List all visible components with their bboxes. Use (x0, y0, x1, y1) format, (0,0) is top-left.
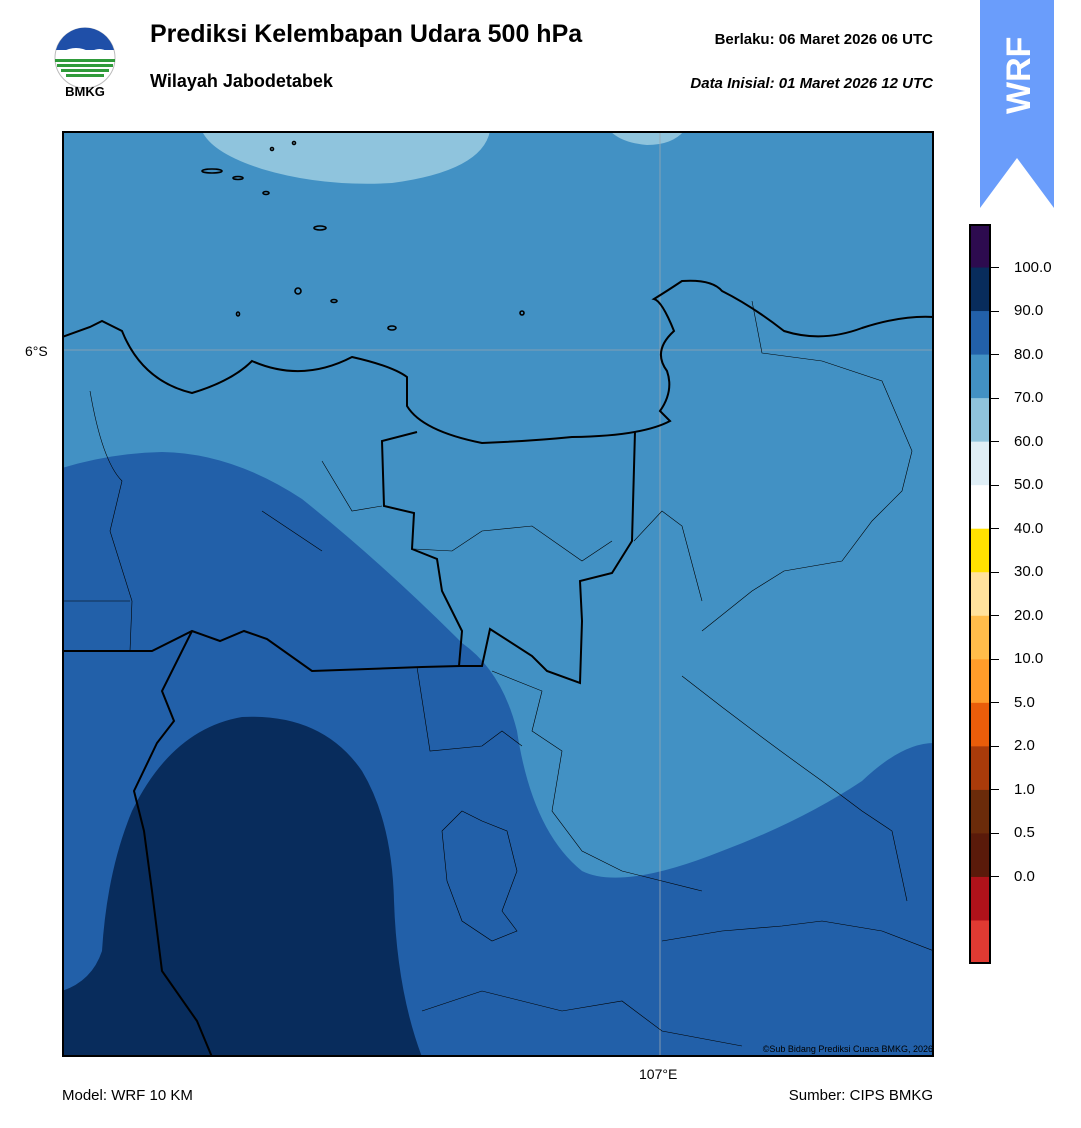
colorbar-label: 1.0 (1014, 780, 1035, 798)
bmkg-logo (54, 27, 116, 89)
colorbar-tick (991, 789, 999, 791)
colorbar-label: 30.0 (1014, 563, 1044, 581)
colorbar-tick (991, 484, 999, 486)
colorbar-tick (991, 441, 999, 443)
colorbar-segment (969, 528, 991, 573)
colorbar-tick (991, 832, 999, 834)
colorbar-label: 90.0 (1014, 302, 1044, 320)
colorbar-tick (991, 876, 999, 878)
colorbar-segment (969, 572, 991, 617)
colorbar-label: 50.0 (1014, 476, 1044, 494)
colorbar-segment (969, 615, 991, 660)
humidity-zone-90-100 (62, 716, 422, 1057)
colorbar-tick (991, 310, 999, 312)
colorbar-segment (969, 354, 991, 399)
model-label: Model: WRF 10 KM (62, 1087, 193, 1104)
colorbar-label: 60.0 (1014, 432, 1044, 450)
colorbar-segment (969, 789, 991, 834)
colorbar-tick (991, 571, 999, 573)
colorbar-tick (991, 658, 999, 660)
colorbar-segment (969, 702, 991, 747)
colorbar-segment (969, 311, 991, 356)
wrf-badge-text: WRF (1000, 37, 1038, 114)
coastline (62, 279, 934, 445)
wrf-badge: WRF (980, 0, 1054, 208)
colorbar-segment (969, 833, 991, 878)
regency-boundaries (62, 300, 934, 1047)
colorbar-segment (969, 746, 991, 791)
latitude-label: 6°S (25, 343, 48, 359)
colorbar-label: 70.0 (1014, 389, 1044, 407)
colorbar-segment (969, 398, 991, 443)
copyright-text: ©Sub Bidang Prediksi Cuaca BMKG, 2026 (762, 1044, 933, 1054)
colorbar-segment (969, 920, 991, 964)
colorbar (969, 224, 991, 964)
map-subtitle: Wilayah Jabodetabek (150, 71, 333, 91)
colorbar-label: 80.0 (1014, 345, 1044, 363)
map-title: Prediksi Kelembapan Udara 500 hPa (150, 20, 583, 48)
colorbar-segment (969, 224, 991, 269)
colorbar-segment (969, 485, 991, 530)
humidity-zone-60-70 (202, 131, 490, 184)
colorbar-segment (969, 267, 991, 312)
province-boundary-south (62, 629, 461, 673)
source-label: Sumber: CIPS BMKG (788, 1087, 933, 1104)
colorbar-tick (991, 528, 999, 530)
province-boundary-west (132, 630, 213, 1057)
valid-time: Berlaku: 06 Maret 2026 06 UTC (714, 31, 933, 48)
thousand-islands (201, 140, 525, 331)
map-border (62, 131, 934, 1057)
colorbar-tick (991, 745, 999, 747)
colorbar-label: 10.0 (1014, 650, 1044, 668)
colorbar-tick (991, 615, 999, 617)
colorbar-label: 5.0 (1014, 693, 1035, 711)
province-boundary-east (380, 430, 636, 685)
colorbar-tick (991, 267, 999, 269)
colorbar-segment (969, 876, 991, 921)
init-time: Data Inisial: 01 Maret 2026 12 UTC (690, 75, 933, 92)
colorbar-tick (991, 354, 999, 356)
colorbar-segment (969, 441, 991, 486)
colorbar-segment (969, 659, 991, 704)
colorbar-label: 100.0 (1014, 258, 1052, 276)
humidity-zone-60-70-small (610, 131, 684, 145)
colorbar-label: 2.0 (1014, 737, 1035, 755)
colorbar-label: 40.0 (1014, 519, 1044, 537)
colorbar-label: 20.0 (1014, 606, 1044, 624)
logo-text: BMKG (65, 84, 105, 99)
colorbar-border (969, 224, 991, 964)
colorbar-label: 0.5 (1014, 824, 1035, 842)
colorbar-tick (991, 397, 999, 399)
humidity-map (62, 131, 934, 1057)
colorbar-tick (991, 702, 999, 704)
longitude-label: 107°E (639, 1066, 678, 1082)
colorbar-label: 0.0 (1014, 867, 1035, 885)
